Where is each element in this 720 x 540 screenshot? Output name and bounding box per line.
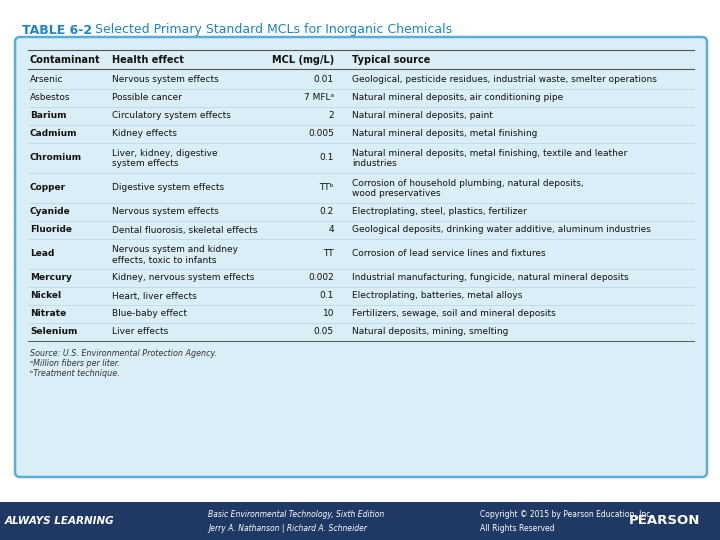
Text: Nervous system and kidney: Nervous system and kidney	[112, 245, 238, 253]
Text: Kidney effects: Kidney effects	[112, 130, 177, 138]
Text: Kidney, nervous system effects: Kidney, nervous system effects	[112, 273, 254, 282]
Text: Blue-baby effect: Blue-baby effect	[112, 309, 187, 319]
Text: Typical source: Typical source	[352, 55, 431, 65]
Text: Nervous system effects: Nervous system effects	[112, 76, 219, 84]
Text: Source: U.S. Environmental Protection Agency.: Source: U.S. Environmental Protection Ag…	[30, 349, 217, 358]
Text: Copper: Copper	[30, 184, 66, 192]
Text: ᵃMillion fibers per liter.: ᵃMillion fibers per liter.	[30, 359, 120, 368]
Text: effects, toxic to infants: effects, toxic to infants	[112, 255, 217, 265]
Text: Possible cancer: Possible cancer	[112, 93, 182, 103]
Text: 0.002: 0.002	[308, 273, 334, 282]
Text: TTᵇ: TTᵇ	[320, 184, 334, 192]
Text: Selenium: Selenium	[30, 327, 77, 336]
Text: wood preservatives: wood preservatives	[352, 190, 441, 199]
Text: Heart, liver effects: Heart, liver effects	[112, 292, 197, 300]
Text: 7 MFLᵃ: 7 MFLᵃ	[304, 93, 334, 103]
FancyBboxPatch shape	[15, 37, 707, 477]
Text: ᵇTreatment technique.: ᵇTreatment technique.	[30, 369, 120, 378]
Text: Fertilizers, sewage, soil and mineral deposits: Fertilizers, sewage, soil and mineral de…	[352, 309, 556, 319]
Text: TT: TT	[323, 249, 334, 259]
Text: Nitrate: Nitrate	[30, 309, 66, 319]
Text: 0.005: 0.005	[308, 130, 334, 138]
Text: ALWAYS LEARNING: ALWAYS LEARNING	[5, 516, 114, 526]
Text: Corrosion of household plumbing, natural deposits,: Corrosion of household plumbing, natural…	[352, 179, 584, 187]
Text: Jerry A. Nathanson | Richard A. Schneider: Jerry A. Nathanson | Richard A. Schneide…	[208, 524, 367, 533]
Text: Electroplating, steel, plastics, fertilizer: Electroplating, steel, plastics, fertili…	[352, 207, 527, 217]
Text: 10: 10	[323, 309, 334, 319]
Text: system effects: system effects	[112, 159, 179, 168]
Text: Nickel: Nickel	[30, 292, 61, 300]
Text: 4: 4	[328, 226, 334, 234]
Text: Liver, kidney, digestive: Liver, kidney, digestive	[112, 148, 217, 158]
Text: Natural mineral deposits, air conditioning pipe: Natural mineral deposits, air conditioni…	[352, 93, 563, 103]
Text: Industrial manufacturing, fungicide, natural mineral deposits: Industrial manufacturing, fungicide, nat…	[352, 273, 629, 282]
Text: TABLE 6-2: TABLE 6-2	[22, 24, 92, 37]
Text: Geological deposits, drinking water additive, aluminum industries: Geological deposits, drinking water addi…	[352, 226, 651, 234]
Text: Health effect: Health effect	[112, 55, 184, 65]
Text: Nervous system effects: Nervous system effects	[112, 207, 219, 217]
Text: Chromium: Chromium	[30, 153, 82, 163]
Text: 0.1: 0.1	[320, 153, 334, 163]
Text: Basic Environmental Technology, Sixth Edition: Basic Environmental Technology, Sixth Ed…	[208, 510, 384, 519]
Text: Electroplating, batteries, metal alloys: Electroplating, batteries, metal alloys	[352, 292, 523, 300]
Text: Circulatory system effects: Circulatory system effects	[112, 111, 231, 120]
Text: Cadmium: Cadmium	[30, 130, 78, 138]
Text: Corrosion of lead service lines and fixtures: Corrosion of lead service lines and fixt…	[352, 249, 546, 259]
Text: Copyright © 2015 by Pearson Education, Inc.: Copyright © 2015 by Pearson Education, I…	[480, 510, 653, 519]
Text: Barium: Barium	[30, 111, 66, 120]
Text: Digestive system effects: Digestive system effects	[112, 184, 224, 192]
Text: Arsenic: Arsenic	[30, 76, 63, 84]
Text: industries: industries	[352, 159, 397, 168]
Text: Natural mineral deposits, metal finishing: Natural mineral deposits, metal finishin…	[352, 130, 537, 138]
Text: 0.1: 0.1	[320, 292, 334, 300]
Text: Liver effects: Liver effects	[112, 327, 168, 336]
Text: Natural mineral deposits, paint: Natural mineral deposits, paint	[352, 111, 493, 120]
Text: Asbestos: Asbestos	[30, 93, 71, 103]
Text: Mercury: Mercury	[30, 273, 72, 282]
Text: MCL (mg/L): MCL (mg/L)	[271, 55, 334, 65]
Text: 2: 2	[328, 111, 334, 120]
Text: PEARSON: PEARSON	[629, 515, 700, 528]
Text: Contaminant: Contaminant	[30, 55, 101, 65]
Text: Natural deposits, mining, smelting: Natural deposits, mining, smelting	[352, 327, 508, 336]
Text: Selected Primary Standard MCLs for Inorganic Chemicals: Selected Primary Standard MCLs for Inorg…	[83, 24, 452, 37]
Text: 0.2: 0.2	[320, 207, 334, 217]
Text: All Rights Reserved: All Rights Reserved	[480, 524, 554, 533]
Text: Lead: Lead	[30, 249, 55, 259]
Text: Dental fluorosis, skeletal effects: Dental fluorosis, skeletal effects	[112, 226, 258, 234]
Text: 0.01: 0.01	[314, 76, 334, 84]
Text: Natural mineral deposits, metal finishing, textile and leather: Natural mineral deposits, metal finishin…	[352, 148, 627, 158]
Text: Fluoride: Fluoride	[30, 226, 72, 234]
Text: Geological, pesticide residues, industrial waste, smelter operations: Geological, pesticide residues, industri…	[352, 76, 657, 84]
Bar	[0, 502, 720, 540]
Text: Cyanide: Cyanide	[30, 207, 71, 217]
Text: 0.05: 0.05	[314, 327, 334, 336]
